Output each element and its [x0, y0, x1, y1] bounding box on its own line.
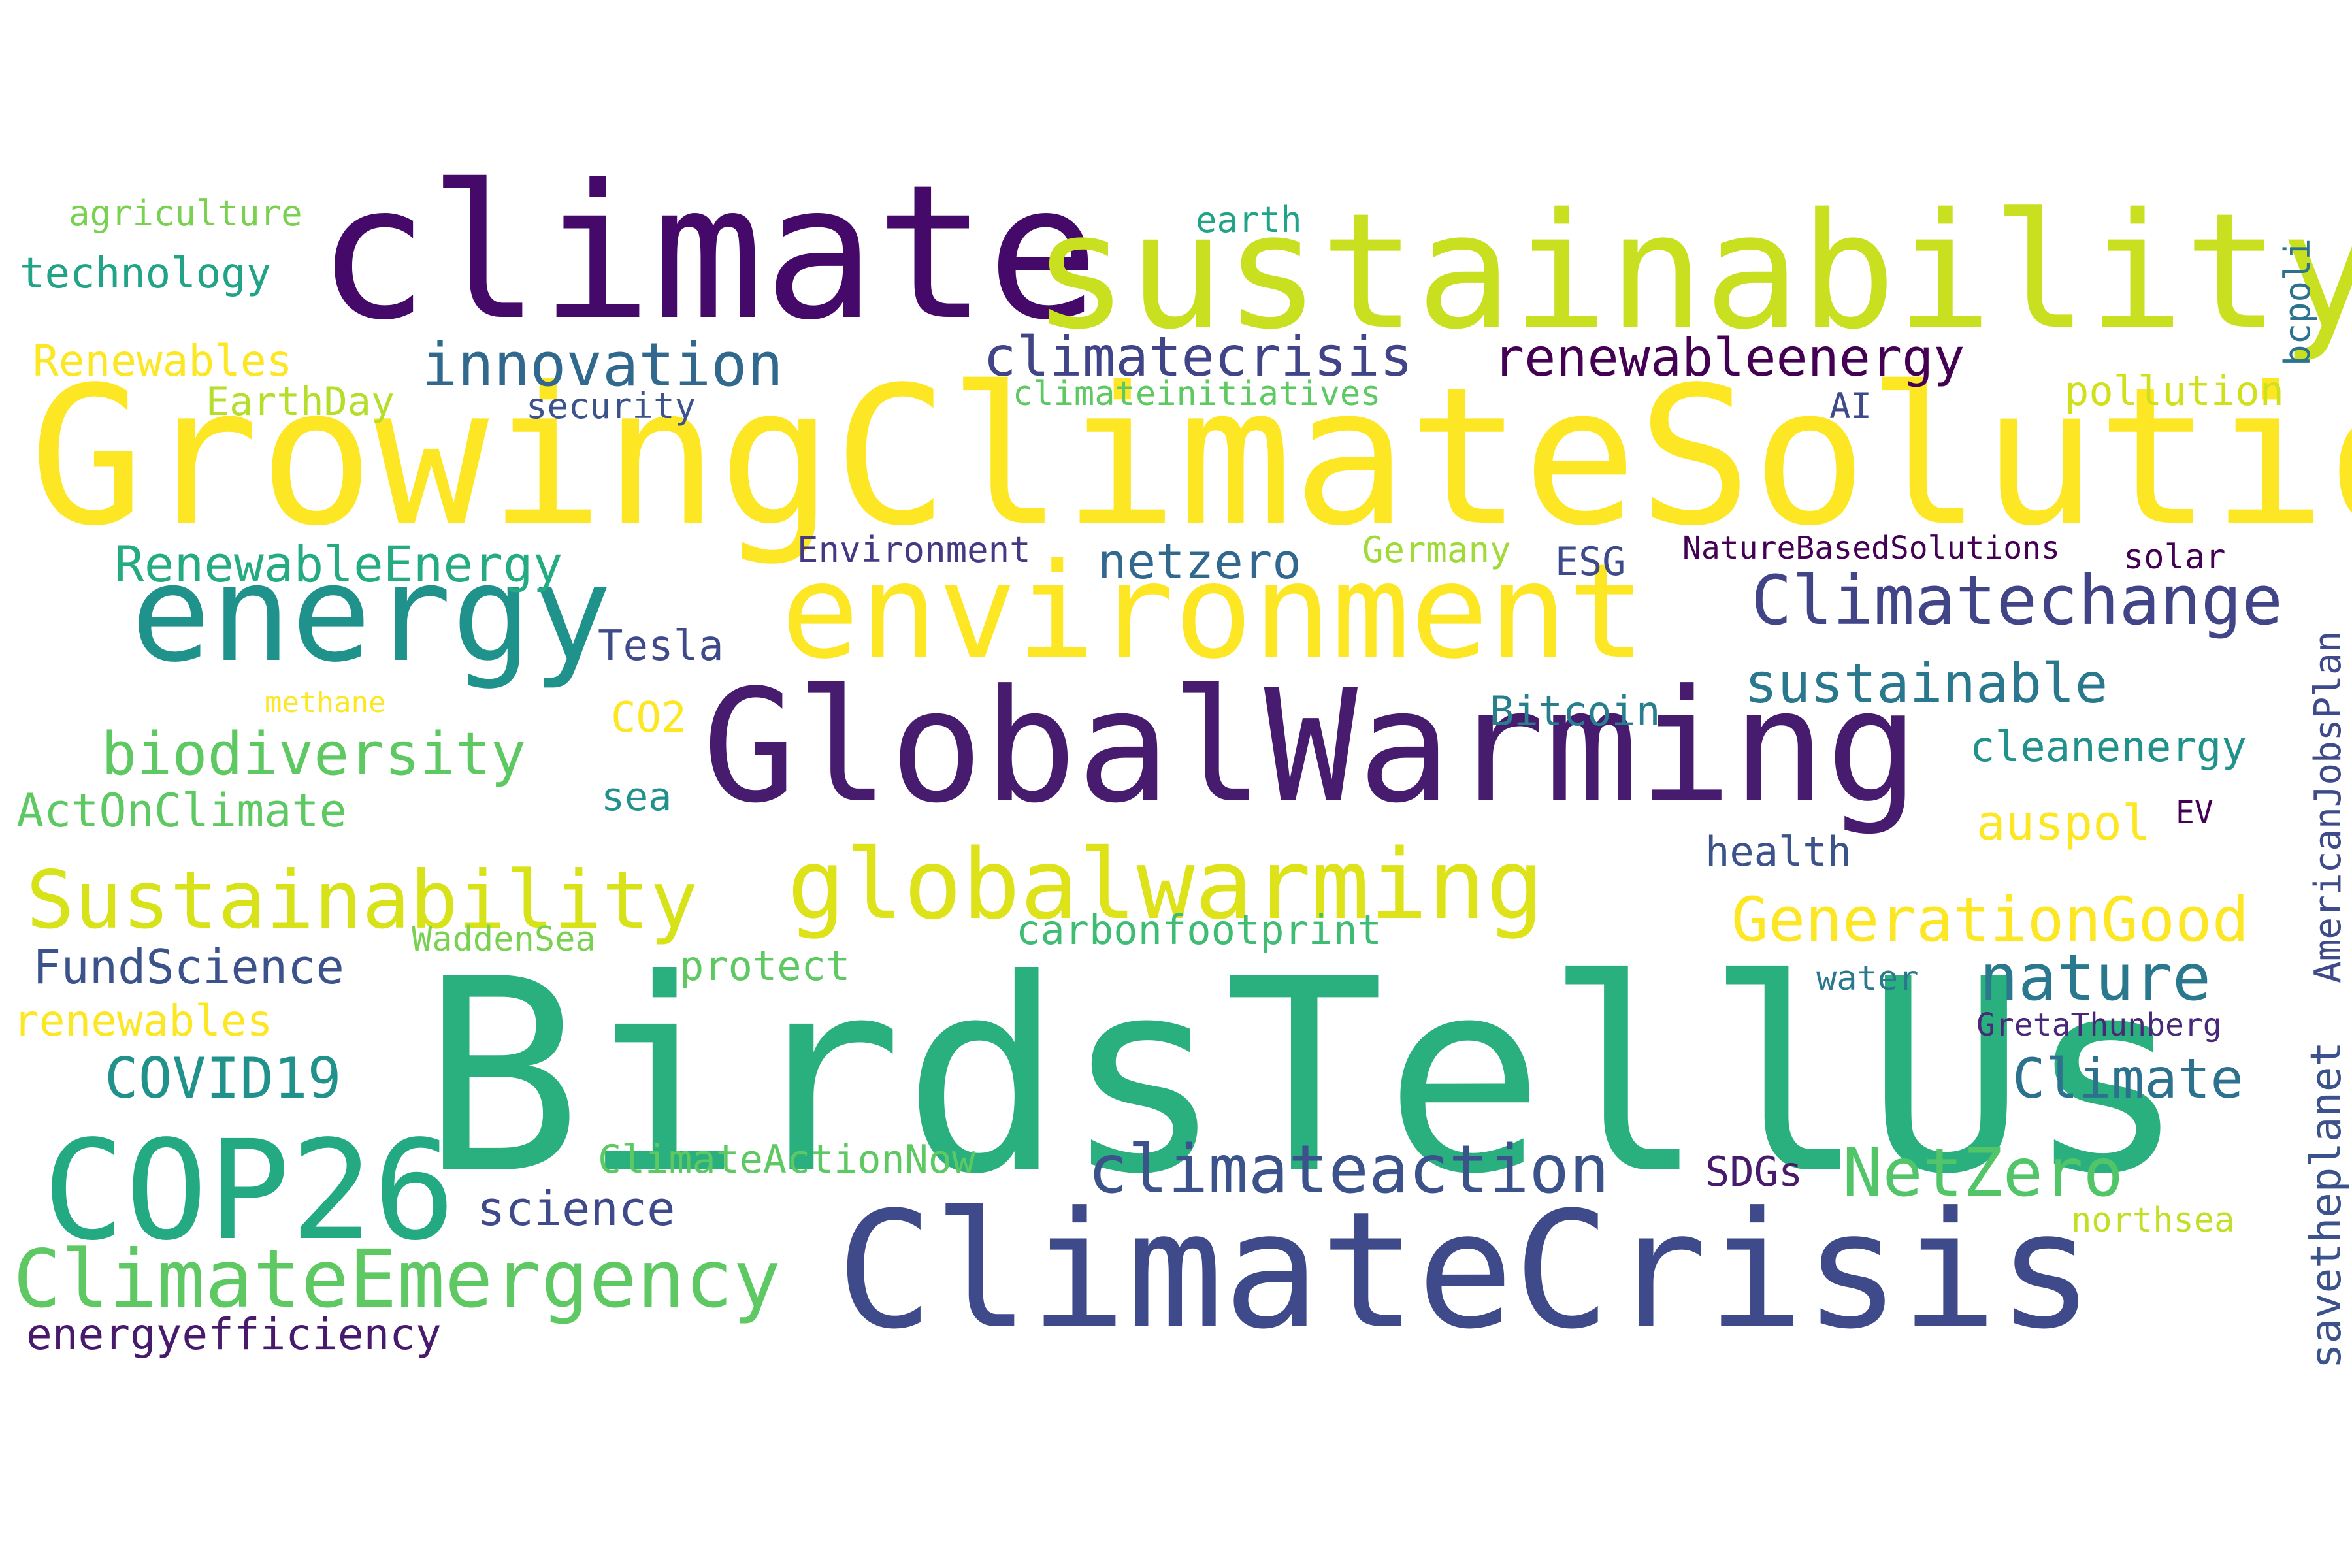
word: climateaction [1088, 1131, 1609, 1209]
word: auspol [1976, 795, 2151, 851]
word: agriculture [69, 193, 302, 234]
word: GrowingClimateSolutions [29, 346, 2352, 568]
word: science [477, 1181, 675, 1236]
word: FundScience [33, 939, 344, 994]
word: methane [265, 686, 385, 719]
word: security [526, 385, 696, 427]
word: climatecrisis [983, 325, 1413, 389]
word: northsea [2071, 1201, 2234, 1240]
word: innovation [421, 330, 783, 400]
word: AI [1829, 385, 1872, 427]
word: COVID19 [105, 1046, 341, 1111]
word: ESG [1555, 539, 1625, 585]
word: sustainable [1744, 651, 2108, 715]
word: GlobalWarming [702, 657, 1919, 838]
word: Climate [2012, 1047, 2244, 1111]
word: Bitcoin [1490, 687, 1660, 735]
word: energyefficiency [26, 1309, 442, 1360]
word: cleanenergy [1970, 723, 2247, 772]
word: solar [2123, 538, 2226, 577]
word: EV [2176, 794, 2213, 831]
word: savetheplanet [2302, 1041, 2351, 1369]
word: RenewableEnergy [114, 535, 563, 593]
word: NatureBasedSolutions [1682, 530, 2060, 566]
word: energy [131, 537, 612, 692]
word: environment [781, 536, 1646, 688]
word: AmericanJobsPlan [2307, 631, 2349, 983]
word: Climatechange [1751, 561, 2283, 640]
word: SDGs [1705, 1148, 1803, 1196]
word: ClimateActionNow [598, 1137, 976, 1183]
word: ClimateEmergency [13, 1233, 781, 1326]
word: WaddenSea [412, 920, 596, 959]
word: climateinitiatives [1013, 374, 1381, 414]
word: climate [317, 144, 1099, 361]
word: carbonfootprint [1016, 906, 1382, 954]
word: technology [20, 250, 271, 298]
word: Tesla [598, 622, 724, 670]
word: CO2 [611, 694, 687, 742]
word: Germany [1362, 529, 1511, 570]
word: EarthDay [206, 379, 395, 425]
word: Renewables [33, 336, 292, 386]
word: sea [601, 774, 672, 820]
word: BirdsTellUs [421, 923, 2187, 1233]
word: GenerationGood [1731, 885, 2249, 956]
word: COP26 [42, 1111, 455, 1271]
word: sustainability [1032, 179, 2352, 365]
word: pollution [2065, 367, 2284, 415]
word: water [1816, 959, 1919, 998]
word: Sustainability [26, 854, 698, 947]
word: NetZero [1842, 1134, 2123, 1212]
word-cloud-words: GrowingClimateSolutions BirdsTellUs clim… [13, 144, 2352, 1369]
word: renewables [13, 996, 272, 1046]
word: renewableenergy [1493, 327, 1965, 388]
word: ClimateCrisis [836, 1178, 2094, 1365]
word: nature [1980, 941, 2211, 1015]
word: ActOnClimate [16, 784, 347, 838]
word: bcpoli [2277, 238, 2318, 366]
word: health [1705, 828, 1852, 875]
word: earth [1196, 199, 1302, 240]
word: globalwarming [787, 828, 1544, 941]
word: netzero [1098, 534, 1301, 590]
word: biodiversity [101, 720, 526, 789]
word: protect [679, 942, 850, 990]
word: GretaThunberg [1976, 1007, 2222, 1043]
word: Environment [797, 529, 1031, 570]
